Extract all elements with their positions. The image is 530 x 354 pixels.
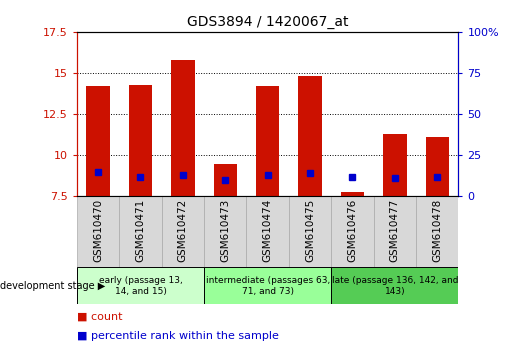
Bar [119, 196, 162, 267]
Bar [298, 76, 322, 196]
Text: ■ count: ■ count [77, 312, 122, 321]
Title: GDS3894 / 1420067_at: GDS3894 / 1420067_at [187, 16, 348, 29]
Bar [341, 192, 364, 196]
Bar [331, 196, 374, 267]
Bar [426, 137, 449, 196]
Text: GSM610478: GSM610478 [432, 199, 442, 262]
Text: GSM610477: GSM610477 [390, 199, 400, 262]
Bar [171, 60, 195, 196]
Text: GSM610473: GSM610473 [220, 199, 230, 262]
Text: ■ percentile rank within the sample: ■ percentile rank within the sample [77, 331, 279, 341]
Text: GSM610474: GSM610474 [263, 199, 272, 262]
Bar [129, 85, 152, 196]
Text: early (passage 13,
14, and 15): early (passage 13, 14, and 15) [99, 276, 182, 296]
Bar [416, 196, 458, 267]
Text: development stage ▶: development stage ▶ [0, 281, 105, 291]
Bar [256, 86, 279, 196]
Bar [162, 196, 204, 267]
Bar [383, 134, 407, 196]
Bar [289, 196, 331, 267]
Bar [331, 267, 458, 304]
Text: GSM610475: GSM610475 [305, 199, 315, 262]
Text: GSM610472: GSM610472 [178, 199, 188, 262]
Bar [246, 196, 289, 267]
Bar [77, 196, 119, 267]
Bar [214, 164, 237, 196]
Bar [374, 196, 416, 267]
Bar [204, 196, 246, 267]
Text: late (passage 136, 142, and
143): late (passage 136, 142, and 143) [332, 276, 458, 296]
Bar [86, 86, 110, 196]
Bar [77, 267, 204, 304]
Bar [204, 267, 331, 304]
Text: GSM610471: GSM610471 [136, 199, 145, 262]
Text: GSM610470: GSM610470 [93, 199, 103, 262]
Text: GSM610476: GSM610476 [348, 199, 357, 262]
Text: intermediate (passages 63,
71, and 73): intermediate (passages 63, 71, and 73) [206, 276, 330, 296]
